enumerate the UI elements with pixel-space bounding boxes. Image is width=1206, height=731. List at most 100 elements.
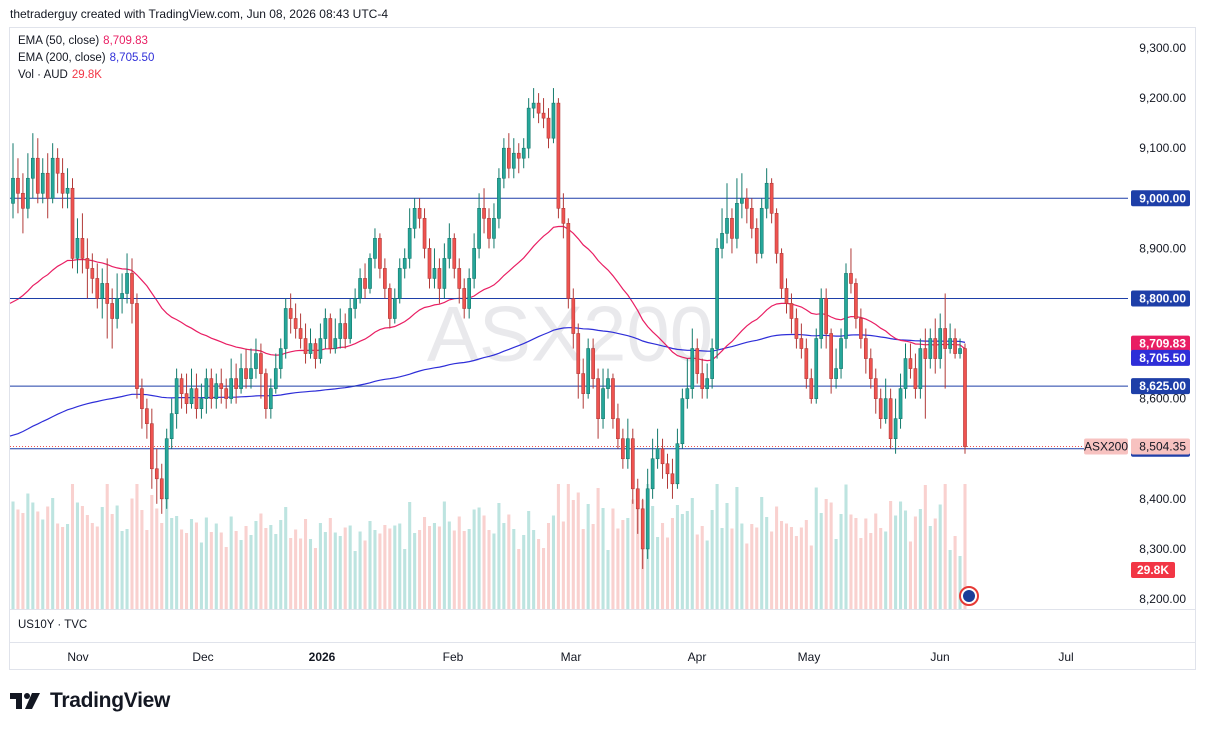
candle-body[interactable] [645, 488, 650, 550]
candle-body[interactable] [140, 388, 144, 409]
candle-body[interactable] [650, 458, 655, 490]
candle-body[interactable] [358, 278, 362, 299]
candle-body[interactable] [710, 348, 714, 379]
candle-body[interactable] [174, 378, 179, 414]
candle-body[interactable] [888, 398, 893, 440]
candle-body[interactable] [184, 393, 189, 404]
candle-body[interactable] [725, 218, 729, 234]
candle-body[interactable] [189, 388, 194, 404]
candle-body[interactable] [536, 102, 541, 114]
candle-body[interactable] [259, 353, 263, 374]
candle-body[interactable] [407, 228, 412, 259]
candle-body[interactable] [715, 248, 719, 349]
candle-body[interactable] [799, 338, 804, 349]
candle-body[interactable] [625, 438, 630, 460]
candle-body[interactable] [640, 508, 645, 550]
candle-body[interactable] [551, 102, 556, 139]
candle-body[interactable] [149, 423, 154, 470]
candle-body[interactable] [526, 107, 531, 149]
candle-body[interactable] [462, 288, 467, 309]
candle-body[interactable] [591, 348, 595, 379]
candle-body[interactable] [45, 172, 50, 199]
candle-body[interactable] [145, 408, 149, 424]
candle-body[interactable] [412, 208, 417, 229]
candle-body[interactable] [963, 348, 967, 448]
candle-body[interactable] [120, 293, 124, 299]
candle-body[interactable] [333, 338, 338, 349]
candle-body[interactable] [50, 157, 55, 199]
candle-body[interactable] [278, 348, 283, 369]
candle-body[interactable] [744, 197, 749, 209]
tradingview-brand[interactable]: TradingView [10, 689, 170, 713]
candle-body[interactable] [268, 388, 273, 409]
candle-body[interactable] [670, 473, 675, 485]
candle-body[interactable] [378, 238, 382, 269]
candle-body[interactable] [779, 253, 784, 289]
candle-body[interactable] [26, 177, 30, 209]
candle-body[interactable] [35, 157, 40, 194]
candle-body[interactable] [383, 268, 387, 289]
candle-body[interactable] [769, 182, 774, 214]
candle-body[interactable] [214, 383, 219, 399]
sub-pane-label[interactable]: US10Y · TVC [18, 619, 88, 631]
candle-body[interactable] [477, 208, 481, 249]
candle-body[interactable] [948, 338, 952, 349]
legend-ema200[interactable]: EMA (200, close) 8,705.50 [18, 52, 154, 64]
candle-body[interactable] [105, 283, 110, 304]
candle-body[interactable] [506, 147, 511, 169]
candle-body[interactable] [824, 298, 829, 334]
candle-body[interactable] [467, 278, 472, 309]
candle-body[interactable] [85, 258, 90, 269]
candle-body[interactable] [442, 258, 447, 289]
candle-body[interactable] [740, 197, 744, 204]
candle-body[interactable] [204, 378, 209, 399]
candle-body[interactable] [293, 318, 298, 329]
candle-body[interactable] [541, 112, 546, 119]
candle-body[interactable] [209, 378, 214, 399]
candle-body[interactable] [754, 228, 759, 254]
candle-body[interactable] [75, 238, 80, 259]
candle-body[interactable] [135, 303, 139, 389]
candle-body[interactable] [700, 373, 705, 389]
candle-body[interactable] [343, 323, 348, 339]
candle-body[interactable] [244, 368, 248, 379]
candle-body[interactable] [417, 208, 422, 219]
candle-body[interactable] [110, 303, 115, 319]
candle-body[interactable] [606, 378, 610, 389]
candle-body[interactable] [224, 388, 229, 399]
candle-body[interactable] [447, 238, 452, 259]
candle-body[interactable] [303, 338, 308, 354]
candle-body[interactable] [283, 308, 288, 349]
candle-body[interactable] [219, 383, 224, 389]
candle-body[interactable] [898, 388, 903, 419]
candle-body[interactable] [621, 438, 625, 460]
candle-body[interactable] [859, 318, 863, 339]
candle-body[interactable] [432, 268, 437, 279]
candle-body[interactable] [735, 203, 739, 239]
candle-body[interactable] [457, 268, 462, 289]
candle-body[interactable] [556, 102, 561, 209]
candle-body[interactable] [264, 373, 268, 409]
candle-body[interactable] [923, 348, 928, 359]
candle-body[interactable] [938, 328, 943, 359]
ema50-line[interactable] [9, 225, 966, 362]
candle-body[interactable] [11, 177, 15, 204]
candle-body[interactable] [764, 182, 769, 209]
candle-body[interactable] [239, 368, 243, 389]
candle-body[interactable] [809, 378, 814, 399]
candle-body[interactable] [913, 368, 918, 389]
candle-body[interactable] [958, 348, 962, 354]
legend-ema50[interactable]: EMA (50, close) 8,709.83 [18, 35, 148, 47]
candle-body[interactable] [571, 298, 576, 334]
candle-body[interactable] [873, 378, 878, 399]
candle-body[interactable] [115, 298, 119, 319]
candle-body[interactable] [194, 388, 199, 409]
candle-body[interactable] [878, 398, 883, 419]
candle-body[interactable] [630, 438, 635, 490]
candle-body[interactable] [863, 338, 868, 359]
candle-body[interactable] [90, 268, 95, 279]
candle-body[interactable] [893, 418, 898, 440]
candle-body[interactable] [273, 368, 278, 389]
candle-body[interactable] [298, 328, 303, 339]
candle-body[interactable] [328, 318, 333, 349]
